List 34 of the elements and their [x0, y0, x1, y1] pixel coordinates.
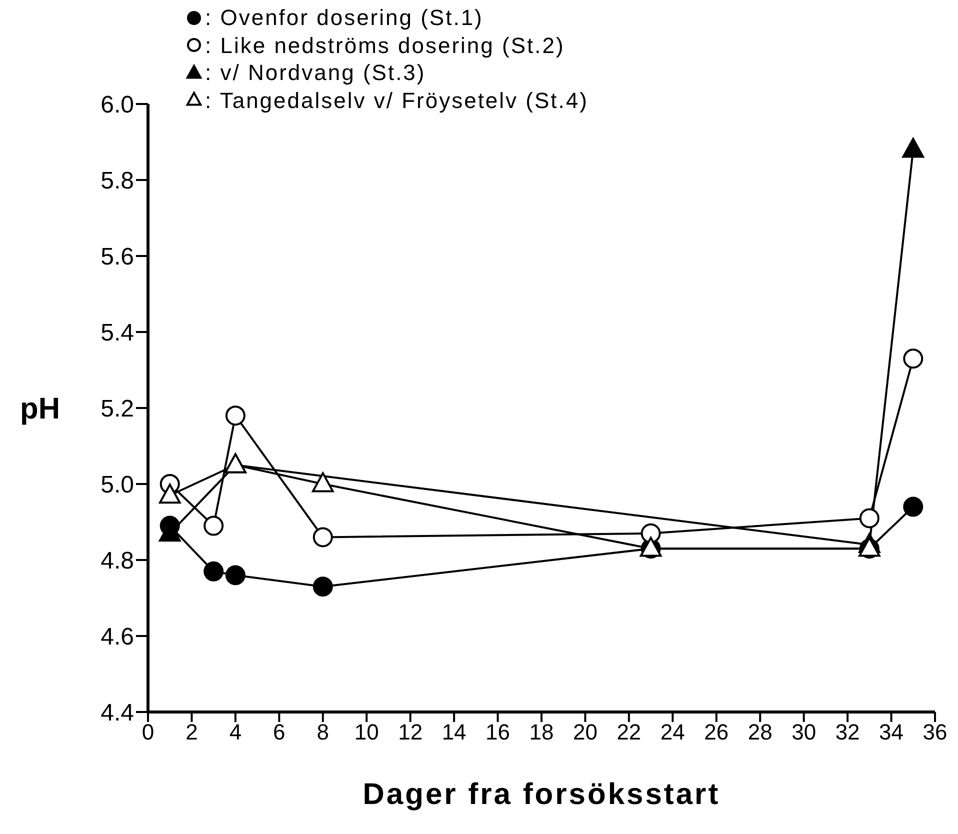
y-tick-label: 5.6	[100, 244, 134, 271]
y-tick-label: 5.2	[100, 396, 134, 423]
x-tick-label: 26	[704, 720, 729, 745]
x-tick-label: 8	[316, 720, 330, 745]
x-tick-label: 0	[142, 720, 154, 745]
x-tick-label: 6	[273, 720, 286, 745]
y-tick-label: 5.8	[100, 168, 134, 195]
x-tick-label: 16	[486, 720, 510, 745]
y-tick-label: 4.4	[100, 700, 134, 727]
y-tick-label: 6.0	[100, 92, 134, 119]
x-tick-label: 32	[835, 720, 860, 745]
y-tick-label: 4.8	[100, 548, 134, 575]
x-tick-label: 28	[748, 720, 772, 745]
x-tick-label: 10	[354, 720, 379, 745]
legend-label: : Ovenfor dosering (St.1)	[205, 4, 484, 32]
y-axis-title: pH	[20, 392, 60, 426]
x-tick-label: 20	[572, 720, 598, 745]
y-tick-label: 5.0	[100, 472, 134, 499]
x-tick-label: 24	[660, 720, 685, 745]
x-tick-label: 4	[229, 720, 242, 745]
y-tick-label: 5.4	[100, 320, 134, 347]
x-tick-label: 34	[879, 720, 904, 745]
x-tick-label: 22	[616, 720, 642, 745]
y-tick-label: 4.6	[100, 624, 134, 651]
x-tick-label: 12	[398, 720, 423, 745]
x-tick-label: 2	[186, 720, 198, 745]
x-axis-title: Dager fra forsöksstart	[362, 778, 720, 811]
x-tick-label: 36	[922, 720, 948, 745]
legend-label: : v/ Nordvang (St.3)	[205, 59, 426, 86]
legend-label: : Like nedströms dosering (St.2)	[205, 32, 565, 59]
x-tick-label: 18	[529, 720, 554, 745]
legend-label: : Tangedalselv v/ Fröysetelv (St.4)	[205, 86, 588, 114]
x-tick-label: 14	[442, 720, 466, 745]
x-tick-label: 30	[792, 720, 816, 745]
